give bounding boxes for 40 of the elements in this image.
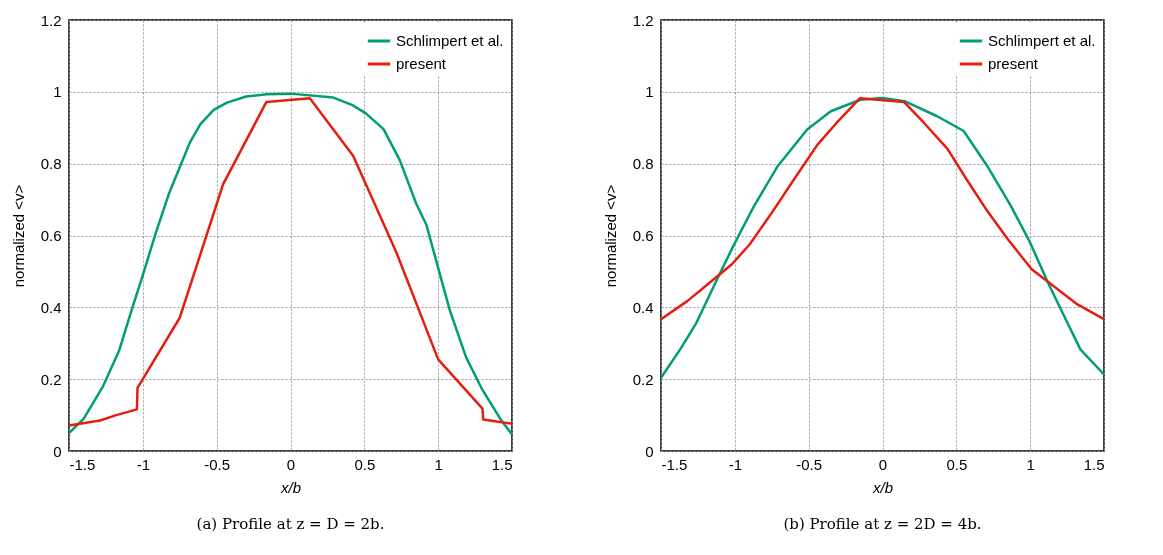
x-tick-label: 0	[286, 455, 296, 473]
y-axis-title: normalized <v>	[9, 184, 27, 288]
line-series	[661, 97, 1104, 321]
y-axis-title: normalized <v>	[601, 184, 619, 288]
x-tick-label: 0.5	[946, 455, 968, 473]
y-tick-label: 0.6	[632, 227, 654, 244]
y-tick-label: 0	[645, 442, 654, 460]
y-tick-label: 0.2	[632, 370, 654, 388]
text: (a) Profile at z = D = 2b.	[196, 515, 385, 533]
x-tick-label: -0.5	[796, 455, 823, 473]
x-tick-label: 0	[878, 455, 888, 473]
y-tick-label: 0.4	[632, 298, 654, 316]
x-tick-label: -0.5	[204, 455, 231, 473]
x-tick-label: 1.5	[1083, 455, 1105, 473]
y-tick-label: 1	[645, 83, 654, 101]
y-tick-label: 1.2	[632, 11, 654, 29]
x-axis-title: x/b	[871, 478, 894, 496]
y-tick-label: 0.4	[40, 298, 62, 316]
text: (b) Profile at z = 2D = 4b.	[783, 515, 982, 533]
y-tick-label: 0.8	[632, 155, 654, 173]
y-tick-label: 0.8	[40, 155, 62, 173]
x-tick-label: -1.5	[69, 455, 96, 473]
line-series	[661, 96, 1104, 379]
x-tick-label: -1.5	[661, 455, 688, 473]
legend-label: Schlimpert et al.	[988, 32, 1096, 49]
x-tick-label: 1	[1026, 455, 1035, 473]
y-tick-label: 0	[53, 442, 62, 460]
y-tick-label: 0.2	[40, 370, 62, 388]
x-tick-label: 1	[434, 455, 443, 473]
x-axis-title: x/b	[279, 478, 302, 496]
y-tick-label: 1.2	[40, 11, 62, 29]
legend-label: Schlimpert et al.	[396, 32, 504, 49]
legend-label: present	[396, 55, 447, 72]
legend-label: present	[988, 55, 1039, 72]
y-tick-label: 0.6	[40, 227, 62, 244]
x-tick-label: 1.5	[491, 455, 513, 473]
x-tick-label: -1	[728, 455, 743, 473]
x-tick-label: -1	[136, 455, 151, 473]
y-tick-label: 1	[53, 83, 62, 101]
x-tick-label: 0.5	[354, 455, 376, 473]
